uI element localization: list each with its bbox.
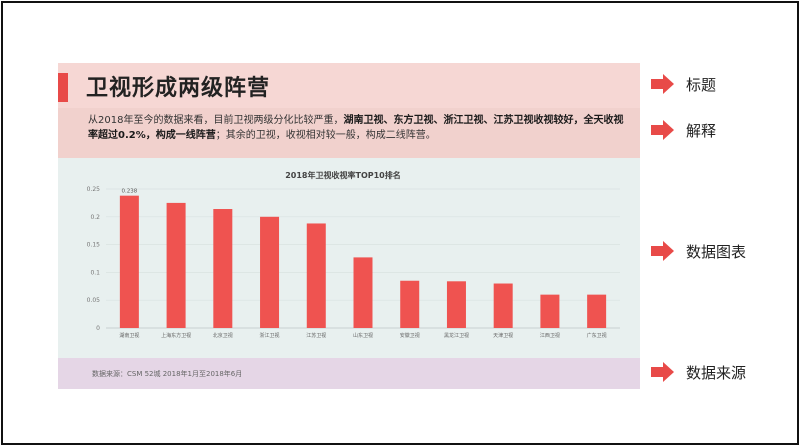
y-tick-label: 0.15	[87, 242, 101, 249]
data-source: 数据来源：CSM 52城 2018年1月至2018年6月	[92, 370, 243, 378]
title-accent-bar	[58, 73, 68, 102]
bar-chart: 2018年卫视收视率TOP10排名 0 0.05 0.1 0.15 0.2 0.25 湖南卫…	[87, 170, 620, 339]
annotation-chart: 数据图表	[651, 241, 746, 261]
y-tick-label: 0.2	[90, 214, 100, 221]
y-tick-label: 0	[96, 325, 100, 332]
x-tick-label: 上海东方卫视	[161, 332, 191, 339]
explanation-text: 从2018年至今的数据来看，目前卫视两级分化比较严重，湖南卫视、东方卫视、浙江卫…	[88, 113, 633, 143]
y-tick-label: 0.25	[87, 186, 101, 193]
source-band	[58, 358, 640, 389]
bar	[493, 283, 513, 328]
x-tick-label: 安徽卫视	[400, 332, 420, 339]
arrow-right-icon	[651, 120, 674, 140]
annotation-source: 数据来源	[651, 362, 746, 382]
y-tick-label: 0.1	[90, 269, 100, 276]
explanation-part-bold: 湖南卫视、东方卫视、浙江卫视、江苏卫视收视较好，全天收视率超过0.2%，构成一线…	[88, 115, 624, 141]
x-tick-label: 湖南卫视	[119, 332, 139, 339]
arrow-right-icon	[651, 362, 674, 382]
x-tick-label: 黑龙江卫视	[444, 332, 469, 339]
data-label: 0.238	[121, 189, 137, 195]
slide: 卫视形成两级阵营 从2018年至今的数据来看，目前卫视两级分化比较严重，湖南卫视…	[58, 63, 640, 389]
bar	[353, 257, 373, 328]
bar	[446, 281, 466, 328]
slide-title: 卫视形成两级阵营	[86, 76, 271, 101]
x-tick-label: 江苏卫视	[306, 332, 326, 339]
annotation-label: 数据图表	[686, 242, 747, 261]
bar	[119, 195, 139, 328]
x-tick-label: 浙江卫视	[260, 332, 280, 339]
bar	[260, 216, 280, 328]
arrow-right-icon	[651, 74, 674, 94]
explanation-band	[58, 108, 640, 158]
chart-title: 2018年卫视收视率TOP10排名	[285, 170, 401, 180]
annotation-label: 数据来源	[686, 363, 747, 382]
explanation-part: ；其余的卫视，收视相对较一般，构成二线阵营。	[215, 130, 436, 141]
title-band	[58, 63, 640, 108]
explanation-part: 从2018年至今的数据来看，目前卫视两级分化比较严重，	[88, 115, 344, 126]
annotation-label: 解释	[686, 121, 717, 140]
bar	[587, 294, 607, 328]
x-tick-label: 北京卫视	[213, 332, 233, 339]
annotation-title: 标题	[651, 74, 716, 94]
bar	[166, 202, 186, 328]
bar	[540, 294, 560, 328]
x-tick-label: 广东卫视	[587, 332, 607, 339]
annotation-label: 标题	[686, 75, 717, 94]
x-tick-label: 江西卫视	[540, 332, 560, 339]
x-tick-label: 天津卫视	[493, 332, 513, 339]
bar	[213, 209, 233, 328]
bar	[400, 280, 420, 328]
arrow-right-icon	[651, 241, 674, 261]
y-tick-label: 0.05	[87, 297, 101, 304]
annotation-explanation: 解释	[651, 120, 716, 140]
x-tick-label: 山东卫视	[353, 332, 373, 339]
bar	[306, 223, 326, 328]
